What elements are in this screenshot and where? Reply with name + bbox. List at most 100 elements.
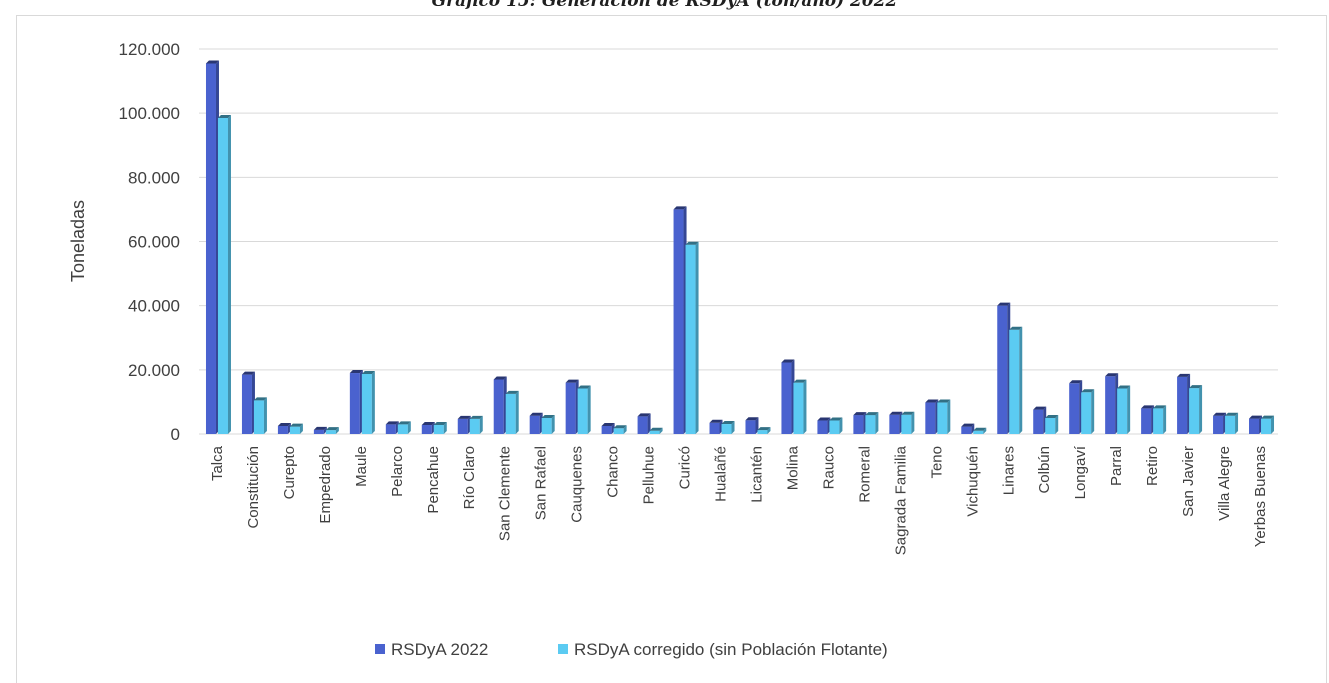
legend-label-series-2: RSDyA corregido (sin Población Flotante) [574,640,888,659]
x-tick-label: Sagrada Familia [892,445,909,555]
legend-label-series-1: RSDyA 2022 [391,640,488,659]
bar-1 [205,60,219,434]
bar-2 [757,427,771,434]
legend-swatch-series-1 [375,644,385,654]
x-tick-label: Empedrado [317,446,334,524]
bar-2 [649,427,663,434]
bar-2 [253,397,267,434]
bar-2 [1225,412,1239,434]
y-tick-labels: 0 20.000 40.000 60.000 80.000 100.000 120.000 [119,40,180,444]
bar-2 [1045,414,1059,434]
bar-1 [745,417,759,434]
x-tick-label: San Javier [1180,446,1197,517]
x-tick-label: Curepto [281,446,298,499]
legend-swatch-series-2 [558,644,568,654]
bar-2 [505,390,519,434]
bar-2 [865,412,879,434]
bar-1 [709,419,723,434]
bar-1 [421,422,435,434]
bar-1 [529,412,543,434]
x-tick-label: Pencahue [425,446,442,514]
y-tick-label: 100.000 [119,104,180,123]
y-axis-label: Toneladas [68,200,88,282]
bar-1 [349,370,363,434]
bar-2 [721,421,735,434]
bar-2 [829,417,843,434]
x-tick-labels: Talca Constitución Curepto Empedrado Maule Pe… [209,445,1269,555]
x-tick-label: Rauco [820,446,837,489]
x-tick-label: Talca [209,445,226,481]
gridlines [199,48,1278,435]
bar-1 [781,359,795,434]
bar-1 [1141,405,1155,434]
x-tick-label: Villa Alegre [1216,446,1233,521]
bar-2 [1117,385,1131,434]
bar-1 [1033,406,1047,434]
chart-frame [16,15,1327,683]
bar-2 [541,414,555,434]
bar-1 [925,399,939,434]
bar-1 [817,417,831,434]
x-tick-label: Hualañé [713,446,730,502]
bar-1 [493,376,507,434]
bar-1 [277,422,291,434]
bar-2 [325,427,339,434]
bar-2 [469,415,483,434]
x-tick-label: San Clemente [497,446,514,541]
y-tick-label: 20.000 [128,361,180,380]
bar-2 [397,421,411,434]
y-tick-label: 120.000 [119,40,180,59]
bar-2 [217,114,231,435]
x-tick-label: Teno [928,446,945,479]
bar-2 [685,241,699,434]
bar-2 [973,427,987,434]
bar-1 [457,415,471,434]
bar-1 [385,421,399,434]
bar-2 [289,423,303,434]
bar-1 [241,371,255,434]
bar-1 [997,302,1011,434]
bar-1 [565,379,579,434]
x-tick-label: Río Claro [461,446,478,509]
bar-1 [601,422,615,434]
bar-1 [637,413,651,434]
y-tick-label: 0 [171,425,180,444]
legend: RSDyA 2022 RSDyA corregido (sin Població… [375,640,888,659]
bars [205,60,1275,435]
x-tick-label: Maule [353,446,370,487]
x-tick-label: Curicó [677,446,694,489]
x-tick-label: Vichuquén [964,446,981,517]
y-tick-label: 40.000 [128,297,180,316]
x-tick-label: Cauquenes [569,446,586,523]
chart-title: Gráfico 15: Generación de RSDyA (ton/año… [431,0,898,11]
bar-1 [1177,373,1191,434]
bar-1 [961,423,975,434]
y-tick-label: 60.000 [128,233,180,252]
bar-1 [1105,373,1119,434]
x-tick-label: Parral [1108,446,1125,486]
bar-2 [937,399,951,434]
bar-2 [1153,405,1167,434]
x-tick-label: Pelluhue [641,446,658,504]
bar-1 [673,206,687,434]
x-tick-label: Retiro [1144,446,1161,486]
bar-1 [853,412,867,434]
bar-1 [1213,412,1227,434]
bar-2 [613,425,627,434]
bar-1 [1249,415,1263,434]
bar-1 [1069,380,1083,434]
x-tick-label: Licantén [748,446,765,503]
x-tick-label: Yerbas Buenas [1252,446,1269,547]
bar-2 [577,385,591,434]
bar-2 [361,371,375,434]
bar-1 [313,426,327,434]
bar-1 [889,411,903,434]
y-tick-label: 80.000 [128,168,180,187]
bar-2 [433,422,447,434]
bar-2 [793,379,807,434]
bar-2 [1261,415,1275,434]
bar-2 [1081,389,1095,434]
x-tick-label: Molina [784,445,801,490]
x-tick-label: Longaví [1072,445,1089,499]
